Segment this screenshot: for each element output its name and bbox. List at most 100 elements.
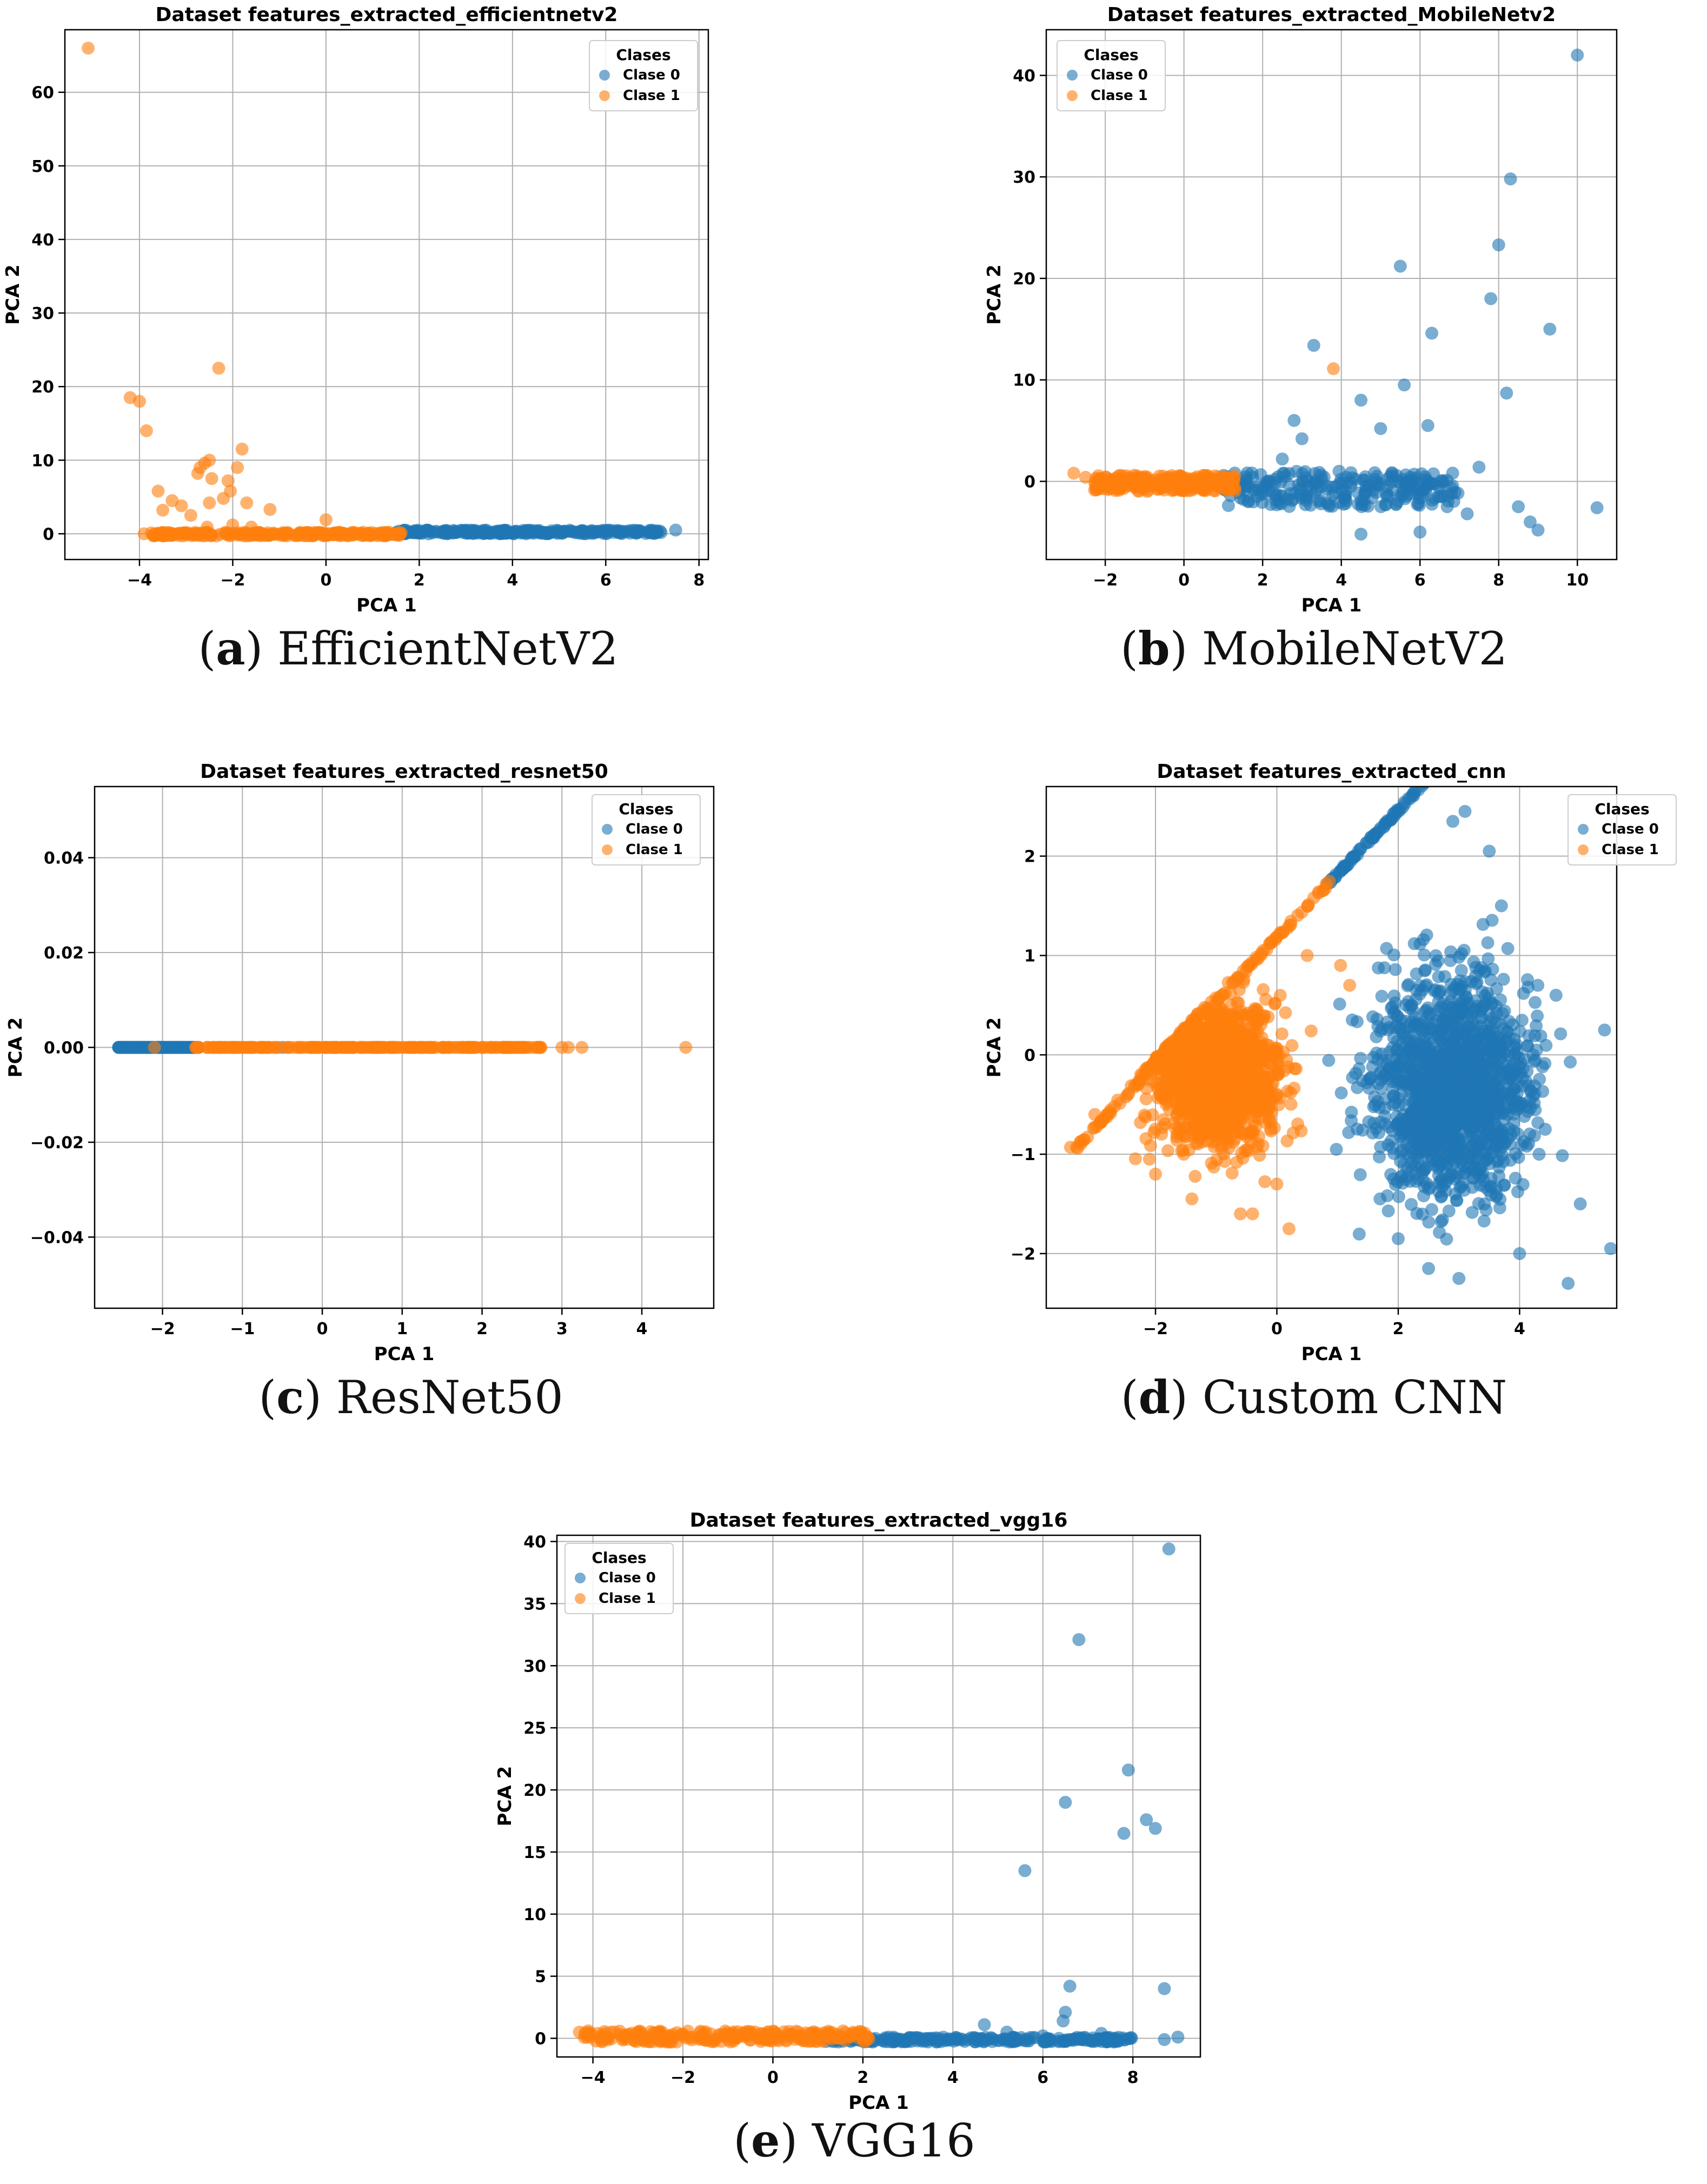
point-clase0-1404 <box>1483 1008 1496 1022</box>
point-clase0-1605 <box>1453 740 1466 753</box>
point-clase0-246 <box>1284 487 1297 501</box>
x-tick-label: 2 <box>1257 571 1268 590</box>
points-layer <box>1067 48 1604 541</box>
point-clase0-1550 <box>1447 745 1460 758</box>
legend-entry-1: Clase 1 <box>626 842 683 858</box>
point-clase0-257 <box>131 1041 145 1054</box>
point-clase0-272 <box>1287 414 1301 427</box>
point-clase0-262 <box>627 525 641 538</box>
point-clase0-1447 <box>1413 937 1427 951</box>
point-clase0-1596 <box>1451 741 1464 754</box>
point-clase1-262 <box>1327 362 1340 376</box>
point-clase1-208 <box>245 1041 259 1054</box>
point-clase1-1471 <box>1194 1076 1207 1090</box>
point-clase0-1430 <box>1489 1067 1502 1080</box>
point-clase0-208 <box>1344 466 1358 480</box>
legend-title: Clases <box>1084 46 1138 64</box>
point-clase0-1454 <box>1455 1013 1469 1027</box>
point-clase0-1391 <box>1407 1004 1420 1018</box>
point-clase0-1208 <box>1417 1189 1431 1203</box>
point-clase0-267 <box>1307 338 1320 352</box>
point-clase0-267 <box>534 525 547 539</box>
point-clase1-883 <box>1161 1144 1175 1157</box>
axes-frame <box>1045 29 1618 561</box>
point-clase0-1226 <box>1556 1149 1569 1162</box>
point-clase0-1466 <box>1493 1135 1506 1149</box>
point-clase0-1553 <box>1449 745 1462 758</box>
point-clase0-166 <box>1323 500 1336 513</box>
point-clase0-1631 <box>1422 1262 1436 1275</box>
point-clase1-1456 <box>1243 1085 1257 1098</box>
point-clase1-1453 <box>1227 1087 1241 1100</box>
point-clase1-271 <box>203 454 216 467</box>
point-clase0-1365 <box>1383 1120 1396 1134</box>
point-clase1-240 <box>1113 469 1127 482</box>
point-clase0-278 <box>1531 523 1545 537</box>
point-clase0-1622 <box>1483 844 1496 858</box>
point-clase0-1072 <box>1401 979 1414 993</box>
point-clase1-255 <box>480 1041 493 1054</box>
y-tick-label: 0.02 <box>44 944 84 963</box>
point-clase0-1624 <box>1531 978 1545 992</box>
point-clase1-423 <box>1128 1152 1142 1166</box>
x-tick-label: 2 <box>414 571 425 590</box>
x-axis-label: PCA 1 <box>374 1343 435 1365</box>
x-tick-label: 0 <box>1178 571 1190 590</box>
point-clase0-1491 <box>1479 1137 1493 1151</box>
point-clase1-243 <box>205 1041 218 1054</box>
point-clase1-255 <box>151 527 164 540</box>
point-clase0-1634 <box>1391 1232 1405 1246</box>
point-clase0-1461 <box>1394 1155 1407 1168</box>
point-clase0-1472 <box>1375 1047 1389 1061</box>
point-clase1-1460 <box>1273 989 1287 1002</box>
point-clase0-255 <box>1432 480 1446 493</box>
point-clase1-241 <box>425 1041 439 1054</box>
point-clase0-257 <box>1257 488 1271 501</box>
point-clase1-256 <box>388 1041 402 1054</box>
y-tick-label: 0.00 <box>44 1039 84 1058</box>
point-clase0-1097 <box>1436 1213 1449 1227</box>
point-clase0-1497 <box>1452 1074 1466 1088</box>
point-clase1-1489 <box>1203 1066 1216 1080</box>
point-clase1-1189 <box>1258 1175 1272 1188</box>
point-clase1-461 <box>1281 1084 1294 1098</box>
point-clase1-261 <box>562 1041 575 1054</box>
point-clase0-1065 <box>1402 995 1415 1008</box>
point-clase0-1340 <box>1451 1043 1464 1057</box>
point-clase0-1469 <box>1407 1128 1420 1142</box>
point-clase1-264 <box>1213 481 1226 494</box>
point-clase0-1626 <box>1598 1023 1611 1037</box>
point-clase1-251 <box>365 1041 378 1054</box>
point-clase1-267 <box>175 499 188 512</box>
point-clase0-231 <box>1412 486 1425 500</box>
point-clase1-258 <box>1133 471 1146 484</box>
point-clase1-247 <box>377 527 391 541</box>
point-clase0-1465 <box>1497 1046 1511 1060</box>
point-clase0-260 <box>1571 48 1584 62</box>
point-clase0-1487 <box>1491 1088 1504 1102</box>
point-clase0-193 <box>1369 478 1382 491</box>
point-clase0-238 <box>1446 467 1459 480</box>
point-clase1-285 <box>319 513 333 527</box>
point-clase1-1497 <box>1225 1167 1239 1180</box>
point-clase0-1623 <box>1495 899 1508 913</box>
y-tick-label: 30 <box>1013 168 1035 187</box>
y-tick-label: −0.02 <box>30 1134 84 1153</box>
point-clase0-1038 <box>1521 981 1535 994</box>
point-clase0-1142 <box>1454 964 1468 977</box>
point-clase1-654 <box>1139 1132 1153 1146</box>
point-clase1-248 <box>1113 482 1126 495</box>
point-clase0-1592 <box>1353 842 1367 856</box>
point-clase1-251 <box>1176 479 1190 492</box>
point-clase0-1403 <box>1444 977 1458 991</box>
point-clase1-1049 <box>1304 1024 1318 1038</box>
legend-entry-1: Clase 1 <box>1091 88 1148 104</box>
point-clase0-1473 <box>1450 1103 1463 1116</box>
point-clase0-276 <box>1472 461 1486 474</box>
point-clase0-1177 <box>1409 1018 1422 1031</box>
x-tick-label: 8 <box>693 571 705 590</box>
point-clase0-262 <box>1492 238 1505 252</box>
point-clase0-1462 <box>1438 1177 1451 1190</box>
point-clase0-888 <box>1476 917 1490 931</box>
